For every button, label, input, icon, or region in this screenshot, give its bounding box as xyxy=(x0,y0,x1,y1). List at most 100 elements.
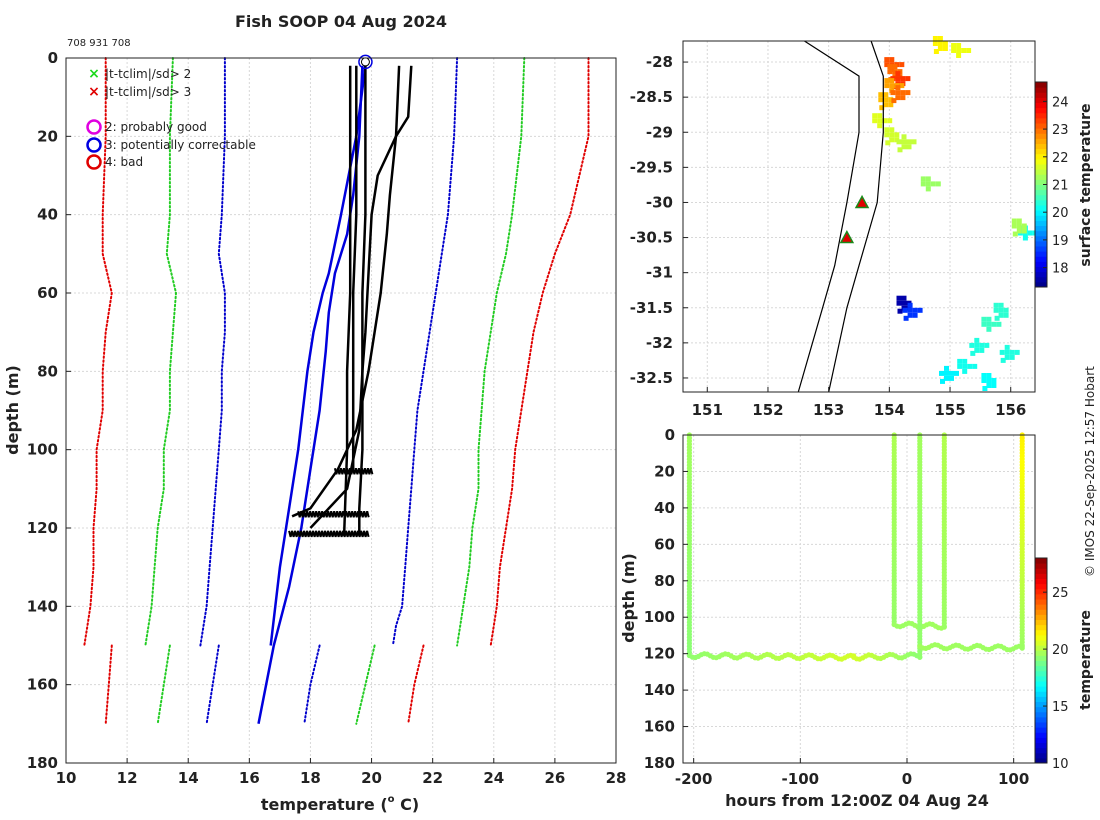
map-sst-cell xyxy=(974,342,980,348)
map-sst-cell xyxy=(999,349,1005,355)
map-ytick-label: -32 xyxy=(646,334,673,352)
legend-flag-marker-2: × xyxy=(88,84,100,100)
timeseries-colorbar-segment xyxy=(1035,675,1047,682)
map-sst-cell xyxy=(896,139,902,145)
map-colorbar-segment xyxy=(1035,276,1047,283)
timeseries-colorbar-segment xyxy=(1035,716,1047,723)
id-label: 708 931 708 xyxy=(67,38,131,49)
timeseries-colorbar-segment xyxy=(1035,722,1047,728)
map-sst-cell xyxy=(889,132,895,138)
timeseries-points xyxy=(686,432,1025,662)
map-sst-cell xyxy=(920,181,926,187)
profile-series-clim-lower-ext xyxy=(104,644,113,725)
map-ytick-label: -32.5 xyxy=(630,369,673,387)
profile-ytick-label: 180 xyxy=(27,754,58,772)
map-colorbar-segment xyxy=(1035,107,1047,114)
timeseries-colorbar-segment xyxy=(1035,686,1047,692)
profile-ytick-label: 40 xyxy=(37,206,58,224)
map-sst-cell xyxy=(879,105,885,111)
map-sst-cell xyxy=(981,378,987,383)
map-sst-cell xyxy=(986,383,992,388)
profile-xtick-label: 20 xyxy=(361,769,382,787)
map-sst-cell xyxy=(896,295,902,301)
map-colorbar-segment xyxy=(1035,153,1047,160)
map-sst-cell xyxy=(932,41,938,46)
map-sst-cell xyxy=(912,312,918,318)
timeseries-colorbar-segment xyxy=(1035,727,1047,733)
timeseries-colorbar-segment xyxy=(1035,747,1047,754)
map-colorbar-segment xyxy=(1035,235,1047,242)
map-sst-cell xyxy=(956,48,962,53)
timeseries-colorbar-segment xyxy=(1035,681,1047,687)
map-ytick-label: -31.5 xyxy=(630,299,673,317)
map-sst-cell xyxy=(996,321,1002,327)
map-sst-cell xyxy=(895,71,901,77)
map-ytick-label: -29 xyxy=(646,123,673,141)
profile-xtick-label: 16 xyxy=(239,769,260,787)
map-sst-cell xyxy=(969,342,975,348)
timeseries-colorbar-segment xyxy=(1035,609,1047,615)
map-sst-cell xyxy=(897,308,903,314)
map-sst-cell xyxy=(906,139,912,145)
map-sst-cell xyxy=(949,370,954,376)
timeseries-colorbar: 10 15 20 25 xyxy=(1034,557,1069,772)
map-sst-cell xyxy=(925,181,931,187)
profile-qc-marker-inner xyxy=(360,57,370,67)
map-sst-cell xyxy=(981,316,987,322)
profile-series-profile-1 xyxy=(269,65,367,646)
legend-flag-label-2: |t-tclim|/sd> 3 xyxy=(105,85,191,99)
map-colorbar-segment xyxy=(1035,251,1047,257)
map-colorbar-segment xyxy=(1035,199,1047,206)
timeseries-colorbar-tick-label: 10 xyxy=(1052,757,1069,772)
map-sst-cell xyxy=(911,139,917,145)
map-sst-cell xyxy=(882,118,888,124)
map-sst-cell xyxy=(895,95,901,101)
map-sst-cell xyxy=(907,302,913,308)
timeseries-colorbar-tick-label: 20 xyxy=(1052,643,1069,658)
map-sst-cell xyxy=(877,123,883,129)
timeseries-grid xyxy=(683,434,1035,764)
map-sst-cell xyxy=(979,342,985,348)
map-sst-cell xyxy=(900,76,906,82)
map-sst-cell xyxy=(933,49,939,54)
timeseries-axes-frame xyxy=(682,434,1036,764)
map-sst-cell xyxy=(954,370,959,376)
map-sst-cell xyxy=(951,48,957,53)
legend-flag-label-1: |t-tclim|/sd> 2 xyxy=(105,67,191,81)
timeseries-colorbar-segment xyxy=(1035,701,1047,708)
map-colorbar-segment xyxy=(1035,87,1047,93)
map-sst-cell xyxy=(887,64,893,70)
map-ytick-label: -30.5 xyxy=(630,229,673,247)
map-sst-cell xyxy=(1011,223,1017,229)
map-sst-cell xyxy=(901,134,907,140)
map-sst-cell xyxy=(942,41,948,46)
profile-axes-frame xyxy=(65,57,617,764)
map-sst-cell xyxy=(967,363,973,369)
map-sst-cell xyxy=(900,90,906,96)
map-sst-cell xyxy=(944,370,949,376)
timeseries-ytick-label: 80 xyxy=(654,572,675,590)
map-sst-cell xyxy=(887,69,893,75)
map-colorbar-segment xyxy=(1035,281,1047,288)
legend-flag-marker-1: × xyxy=(88,66,100,82)
timeseries-colorbar-segment xyxy=(1035,640,1047,646)
map-ytick-label: -30 xyxy=(646,193,673,211)
map-sst-cell xyxy=(981,373,987,378)
map-sst-cell xyxy=(1022,235,1028,241)
profile-ytick-label: 60 xyxy=(37,284,58,302)
profile-ytick-label: 100 xyxy=(27,441,58,459)
map-sst-cell xyxy=(979,347,985,353)
map-colorbar-segment xyxy=(1035,164,1047,170)
map-sst-cell xyxy=(901,300,907,306)
profile-ytick-label: 80 xyxy=(37,362,58,380)
map-sst-cell xyxy=(991,321,997,327)
map-sst-cell xyxy=(885,140,891,146)
map-sst-cell xyxy=(998,312,1004,318)
map-colorbar-segment xyxy=(1035,138,1047,145)
map-sst-cell xyxy=(986,378,992,383)
profile-qc-marker xyxy=(358,54,373,70)
map-sst-cell xyxy=(991,378,997,383)
map-sst-cell xyxy=(949,375,954,381)
map-sst-cell xyxy=(925,176,931,182)
map-stations xyxy=(839,194,870,244)
